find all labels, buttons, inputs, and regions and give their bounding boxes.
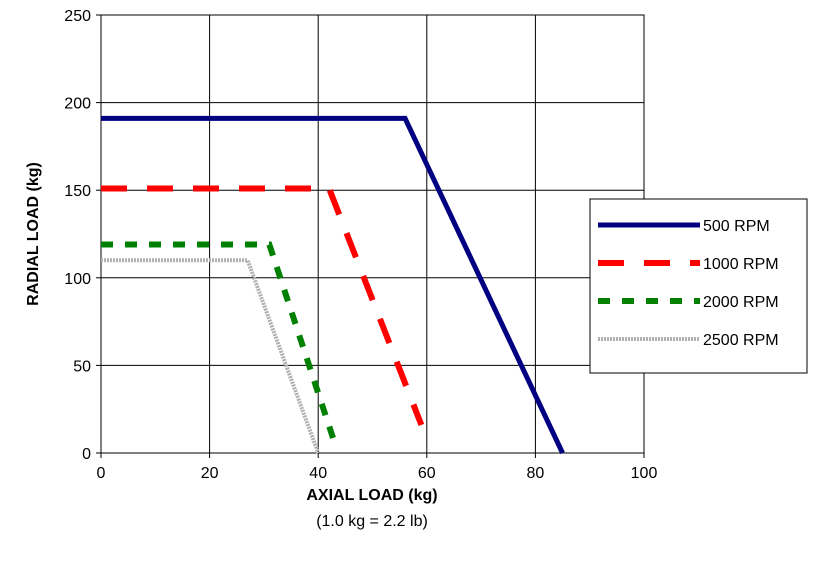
x-tick-label: 80 xyxy=(527,465,545,482)
y-tick-label: 200 xyxy=(64,96,91,113)
legend-label: 2000 RPM xyxy=(703,294,779,311)
legend-label: 500 RPM xyxy=(703,218,770,235)
legend: 500 RPM 1000 RPM 2000 RPM 2500 RPM xyxy=(589,198,808,374)
y-tick-label: 150 xyxy=(64,183,91,200)
legend-label: 2500 RPM xyxy=(703,332,779,349)
legend-label: 1000 RPM xyxy=(703,256,779,273)
series-line-500-rpm xyxy=(101,115,565,455)
axis-ticks: 0 20 40 60 80 100 0 50 100 150 200 250 xyxy=(64,8,657,482)
x-axis-note: (1.0 kg = 2.2 lb) xyxy=(316,513,428,530)
y-tick-label: 100 xyxy=(64,271,91,288)
gridlines xyxy=(101,15,644,453)
x-tick-label: 60 xyxy=(418,465,436,482)
x-tick-label: 100 xyxy=(631,465,658,482)
plot-area xyxy=(101,15,644,453)
y-tick-label: 250 xyxy=(64,8,91,25)
y-tick-label: 0 xyxy=(82,446,91,463)
y-tick-label: 50 xyxy=(73,358,91,375)
legend-box xyxy=(589,198,808,374)
series-line-2000-rpm xyxy=(101,241,338,444)
x-axis-title: AXIAL LOAD (kg) xyxy=(306,487,437,504)
x-tick-label: 20 xyxy=(201,465,219,482)
series-line-2500-rpm xyxy=(101,258,321,454)
y-axis-title: RADIAL LOAD (kg) xyxy=(25,162,42,306)
x-tick-label: 0 xyxy=(97,465,106,482)
series-lines xyxy=(101,115,565,455)
x-tick-label: 40 xyxy=(309,465,327,482)
